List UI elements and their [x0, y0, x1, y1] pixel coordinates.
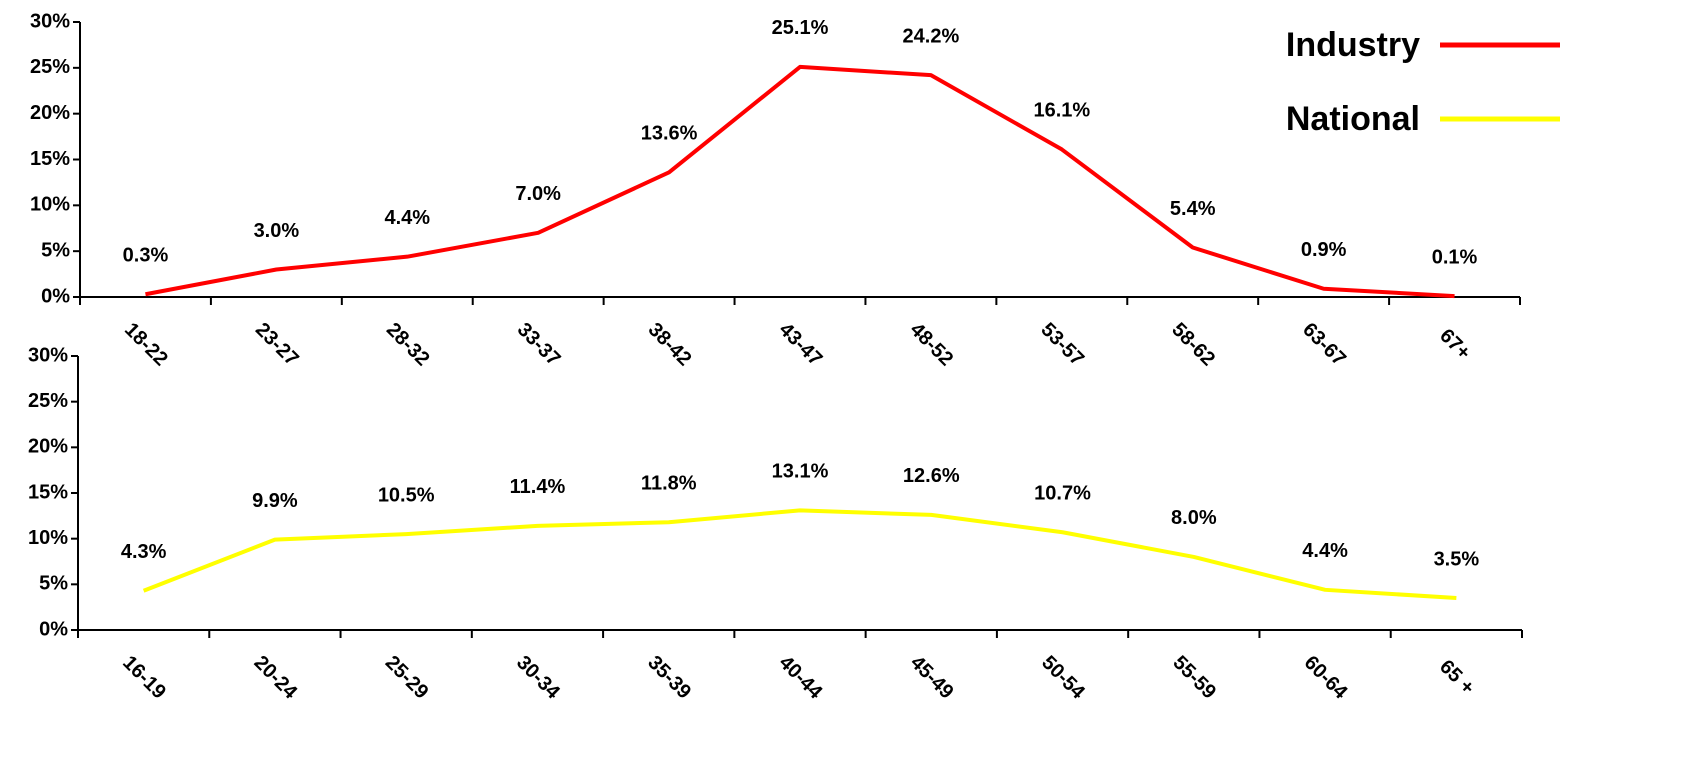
y-tick-label: 10% — [28, 527, 68, 549]
y-tick-label: 15% — [30, 148, 70, 170]
data-label: 10.7% — [1034, 483, 1091, 505]
x-tick-label: 40-44 — [775, 652, 827, 704]
data-label: 5.4% — [1170, 198, 1216, 220]
data-label: 3.5% — [1434, 548, 1480, 570]
y-tick-label: 5% — [39, 573, 68, 595]
y-tick-label: 25% — [30, 56, 70, 78]
y-tick-label: 5% — [41, 239, 70, 261]
data-label: 0.3% — [123, 245, 169, 267]
data-label: 8.0% — [1171, 507, 1217, 529]
data-label: 12.6% — [903, 465, 960, 487]
data-label: 11.4% — [510, 476, 566, 498]
y-tick-label: 25% — [28, 390, 68, 412]
y-tick-label: 30% — [30, 10, 70, 32]
x-tick-label: 30-34 — [512, 652, 564, 704]
x-tick-label: 18-22 — [120, 319, 172, 371]
data-label: 10.5% — [378, 484, 435, 506]
data-label: 4.4% — [1302, 540, 1348, 562]
line-series — [145, 64, 1455, 299]
x-tick-label: 60-64 — [1300, 652, 1352, 704]
x-tick-label: 43-47 — [775, 319, 827, 371]
x-tick-label: 53-57 — [1036, 319, 1088, 371]
x-tick-label: 23-27 — [251, 319, 303, 371]
x-tick-label: 67+ — [1435, 325, 1475, 365]
y-tick-label: 30% — [28, 344, 68, 366]
x-tick-label: 20-24 — [250, 652, 302, 704]
x-tick-label: 25-29 — [381, 652, 433, 704]
data-label: 16.1% — [1033, 100, 1090, 122]
y-tick-label: 0% — [39, 618, 68, 640]
x-tick-label: 48-52 — [906, 319, 958, 371]
data-label: 3.0% — [254, 220, 300, 242]
y-tick-label: 20% — [28, 436, 68, 458]
legend-label: Industry — [1286, 26, 1420, 64]
data-label: 4.3% — [121, 541, 167, 563]
data-label: 7.0% — [515, 183, 561, 205]
legend-label: National — [1286, 100, 1420, 138]
data-label: 13.6% — [641, 123, 698, 145]
data-label: 9.9% — [252, 490, 298, 512]
data-label: 0.1% — [1432, 246, 1478, 268]
data-label: 13.1% — [772, 461, 829, 483]
x-tick-label: 55-59 — [1168, 652, 1220, 704]
x-tick-label: 28-32 — [382, 319, 434, 371]
y-tick-label: 20% — [30, 102, 70, 124]
data-label: 4.4% — [384, 207, 430, 229]
x-tick-label: 63-67 — [1298, 319, 1350, 371]
data-label: 25.1% — [772, 17, 829, 39]
data-label: 0.9% — [1301, 239, 1347, 261]
x-tick-label: 58-62 — [1167, 319, 1219, 371]
data-label: 24.2% — [903, 25, 960, 47]
x-tick-label: 33-37 — [513, 319, 565, 371]
x-tick-label: 45-49 — [906, 652, 958, 704]
y-tick-label: 15% — [28, 481, 68, 503]
x-tick-label: 65 + — [1435, 656, 1478, 699]
y-tick-label: 0% — [41, 285, 70, 307]
x-tick-label: 35-39 — [643, 652, 695, 704]
data-label: 11.8% — [641, 473, 697, 495]
x-tick-label: 16-19 — [118, 652, 170, 704]
line-series — [142, 508, 1457, 601]
y-tick-label: 10% — [30, 194, 70, 216]
x-tick-label: 38-42 — [644, 319, 696, 371]
x-tick-label: 50-54 — [1037, 652, 1089, 704]
